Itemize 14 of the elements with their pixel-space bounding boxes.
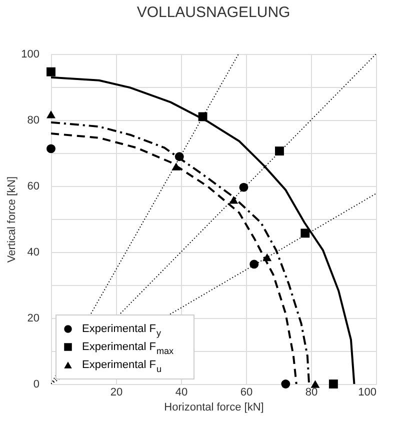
y-tick-label: 60	[27, 180, 40, 192]
x-tick-label: 40	[175, 386, 188, 398]
y-axis-title: Vertical force [kN]	[6, 176, 18, 263]
x-axis-title: Horizontal force [kN]	[164, 402, 264, 414]
y-tick-label: 40	[27, 246, 40, 258]
x-tick-label: 80	[305, 386, 318, 398]
y-tick-label: 20	[27, 312, 40, 324]
y-tick-label: 0	[33, 378, 40, 390]
x-tick-label: 20	[110, 386, 123, 398]
y-tick-label: 100	[21, 48, 40, 60]
x-tick-label: 60	[240, 386, 253, 398]
x-tick-label: 100	[358, 386, 376, 398]
chart-title: VOLLAUSNAGELUNG	[136, 4, 290, 21]
y-tick-label: 80	[27, 114, 40, 126]
